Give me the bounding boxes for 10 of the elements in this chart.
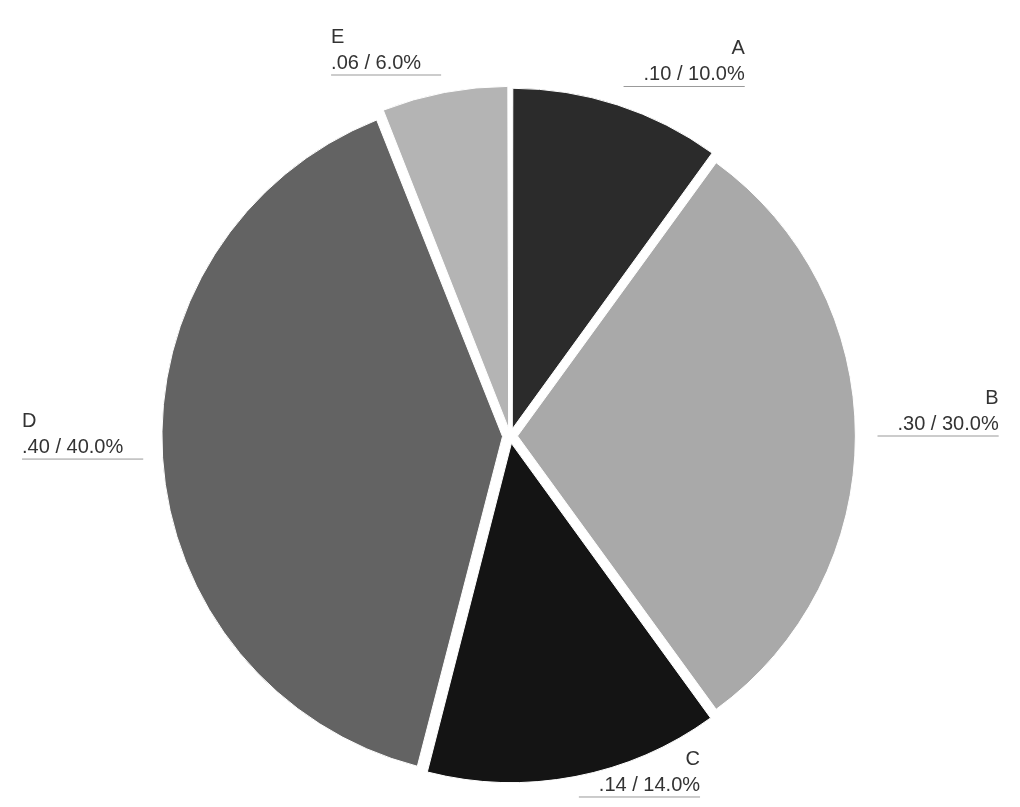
slice-label: C — [685, 746, 701, 769]
slice-label: D — [22, 409, 37, 432]
data-label: .06 / 6.0% — [331, 51, 422, 74]
data-label: .40 / 40.0% — [22, 435, 124, 458]
data-label: .10 / 10.0% — [643, 62, 745, 85]
slice-label: B — [985, 386, 999, 408]
data-label: .14 / 14.0% — [598, 772, 701, 795]
slice-label: A — [731, 36, 746, 59]
data-label: .30 / 30.0% — [897, 412, 999, 434]
slice-label: E — [331, 25, 345, 48]
